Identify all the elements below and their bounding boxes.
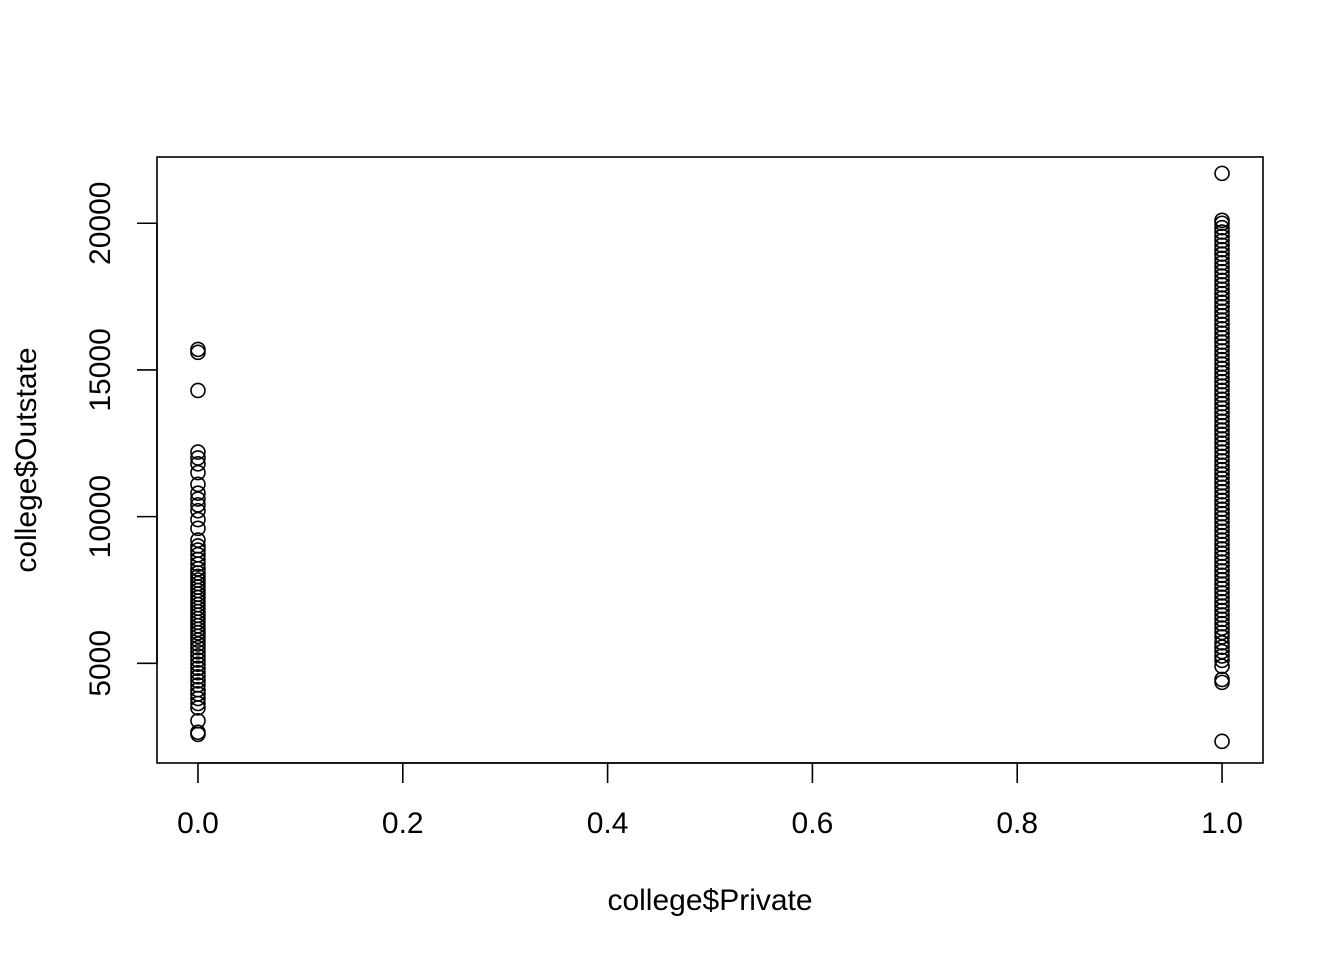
data-point (1214, 165, 1230, 182)
data-point (190, 568, 206, 585)
data-point (190, 656, 206, 672)
data-point (190, 644, 206, 660)
x-tick-label: 0.4 (587, 807, 629, 840)
data-point (190, 639, 206, 656)
x-tick-label: 1.0 (1201, 807, 1243, 840)
data-point (190, 542, 206, 558)
data-point (190, 724, 206, 741)
data-point (1214, 671, 1230, 688)
data-point (190, 485, 206, 501)
data-point (190, 677, 206, 693)
y-tick-label: 20000 (84, 182, 117, 265)
data-point (190, 648, 206, 664)
y-tick-label: 15000 (84, 328, 117, 411)
x-tick-label: 0.6 (792, 807, 834, 840)
plot-frame (156, 156, 1264, 764)
x-axis: 0.0 0.2 0.4 0.6 0.8 1.0 (177, 762, 1243, 840)
data-point (190, 532, 206, 548)
y-axis-title: college$Outstate (10, 347, 43, 572)
data-point (190, 502, 206, 519)
data-point (1214, 733, 1230, 750)
data-point (190, 664, 206, 681)
data-point (190, 450, 206, 466)
x-tick-label: 0.2 (382, 807, 424, 840)
data-point (190, 456, 206, 472)
data-points (190, 165, 1230, 750)
data-point (1214, 212, 1230, 229)
data-point (190, 497, 206, 513)
data-point (190, 538, 206, 554)
data-point (1214, 224, 1230, 240)
data-point (190, 341, 206, 358)
x-tick-label: 0.8 (996, 807, 1038, 840)
data-point (1214, 674, 1230, 691)
data-point (190, 669, 206, 685)
data-point (190, 660, 206, 677)
data-point (190, 686, 206, 702)
y-tick-label: 10000 (84, 475, 117, 558)
y-axis: 5000 10000 15000 20000 (84, 182, 158, 697)
data-point (190, 673, 206, 689)
y-tick-label: 5000 (84, 630, 117, 697)
data-point (190, 572, 206, 588)
data-point (1214, 219, 1230, 236)
x-tick-label: 0.0 (177, 807, 219, 840)
data-point (190, 382, 206, 399)
data-point (190, 713, 206, 729)
data-point (190, 344, 206, 361)
data-point (190, 520, 206, 537)
x-axis-title: college$Private (607, 884, 812, 917)
data-point (190, 681, 206, 698)
data-point (190, 652, 206, 668)
data-point (190, 444, 206, 460)
data-point (190, 476, 206, 493)
